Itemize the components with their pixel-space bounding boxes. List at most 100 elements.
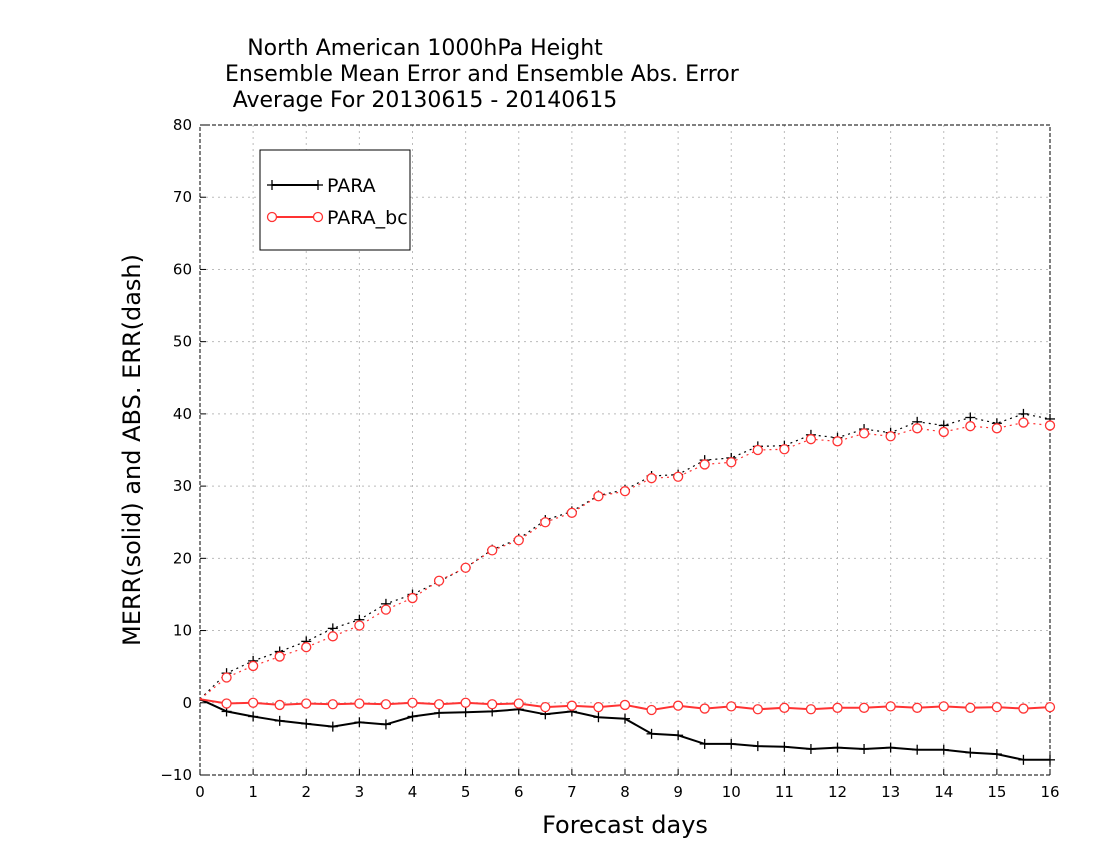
point-PARA_bc-abs-err-3 (274, 651, 285, 662)
point-PARA_bc-merr-8 (407, 697, 418, 708)
point-PARA_bc-abs-err-14 (566, 507, 578, 518)
point-PARA-merr-29 (965, 747, 976, 758)
point-PARA_bc-merr-12 (513, 698, 524, 709)
point-PARA_bc-abs-err-28 (938, 426, 949, 438)
point-PARA_bc-merr-6 (354, 698, 365, 709)
x-tick-label-13: 13 (881, 783, 900, 801)
point-PARA-merr-3 (274, 715, 285, 726)
point-PARA-merr-10 (460, 707, 471, 718)
line-PARA_bc-abs-err (199, 421, 1051, 700)
x-tick-label-9: 9 (673, 783, 683, 801)
legend-marker-right (313, 180, 323, 190)
point-PARA_bc-merr-29 (965, 702, 976, 713)
point-PARA_bc-merr-24 (832, 702, 843, 713)
point-PARA_bc-abs-err-21 (752, 444, 763, 456)
x-tick-label-14: 14 (934, 783, 953, 801)
chart-title-line-3: Average For 20130615 - 20140615 (232, 88, 618, 113)
x-tick-label-6: 6 (514, 783, 524, 801)
point-PARA-merr-18 (673, 730, 684, 741)
point-PARA-merr-20 (726, 738, 737, 749)
point-PARA_bc-abs-err-17 (646, 473, 657, 484)
point-PARA-merr-15 (593, 712, 604, 723)
point-PARA_bc-abs-err-5 (327, 631, 338, 642)
series-PARA (199, 408, 1055, 765)
point-PARA_bc-merr-20 (726, 701, 737, 712)
point-PARA_bc-merr-7 (380, 699, 392, 710)
chart-title-line-1: North American 1000hPa Height (247, 36, 603, 61)
point-PARA_bc-abs-err-30 (991, 423, 1003, 434)
point-PARA-merr-4 (301, 718, 312, 729)
point-PARA-merr-5 (327, 721, 338, 732)
legend-item-PARA_bc: PARA_bc (266, 207, 408, 229)
point-PARA_bc-abs-err-15 (593, 491, 604, 502)
point-PARA_bc-merr-1 (221, 698, 232, 709)
point-PARA_bc-merr-30 (991, 701, 1003, 713)
x-tick-label-2: 2 (301, 783, 311, 801)
point-PARA-merr-28 (938, 744, 949, 755)
point-PARA_bc-merr-4 (301, 698, 312, 709)
point-PARA-merr-30 (991, 749, 1002, 760)
point-PARA-merr-19 (699, 738, 710, 749)
point-PARA_bc-abs-err-9 (433, 575, 445, 586)
point-PARA-abs-err-31 (1018, 408, 1029, 419)
point-PARA-merr-24 (832, 742, 843, 753)
point-PARA_bc-merr-17 (646, 704, 657, 716)
y-tick-label-8: 70 (173, 188, 192, 206)
point-PARA_bc-abs-err-12 (513, 535, 524, 546)
y-tick-label-1: 0 (182, 694, 192, 712)
point-PARA_bc-abs-err-22 (779, 444, 790, 455)
series-layer (199, 408, 1056, 765)
point-PARA_bc-abs-err-7 (380, 604, 392, 615)
y-tick-label-0: −10 (160, 766, 192, 784)
point-PARA_bc-merr-26 (885, 701, 896, 712)
point-PARA_bc-abs-err-8 (407, 592, 418, 604)
x-tick-label-0: 0 (195, 783, 205, 801)
point-PARA_bc-merr-28 (938, 701, 949, 712)
point-PARA_bc-merr-16 (619, 699, 631, 711)
x-tick-label-3: 3 (355, 783, 365, 801)
point-PARA_bc-abs-err-31 (1018, 417, 1029, 428)
y-tick-label-3: 20 (173, 549, 192, 567)
point-PARA-merr-27 (912, 744, 923, 755)
point-PARA_bc-abs-err-4 (301, 642, 312, 653)
point-PARA_bc-merr-32 (1044, 701, 1056, 713)
point-PARA_bc-merr-23 (805, 704, 817, 715)
x-tick-label-4: 4 (408, 783, 418, 801)
y-tick-label-2: 10 (173, 622, 192, 640)
y-tick-label-4: 30 (173, 477, 192, 495)
legend-marker-right (312, 211, 324, 223)
point-PARA-merr-23 (805, 744, 816, 754)
point-PARA-merr-7 (380, 719, 391, 730)
point-PARA_bc-abs-err-18 (672, 471, 684, 482)
point-PARA-merr-9 (434, 707, 445, 718)
y-tick-label-7: 60 (173, 260, 192, 278)
point-PARA_bc-merr-22 (779, 702, 790, 713)
point-PARA-merr-16 (620, 713, 630, 724)
point-PARA_bc-abs-err-24 (832, 436, 843, 447)
point-PARA-merr-31 (1018, 754, 1029, 765)
point-PARA_bc-abs-err-6 (354, 620, 365, 631)
point-PARA-merr-21 (752, 741, 763, 752)
point-PARA_bc-merr-18 (672, 700, 684, 711)
legend-item-PARA: PARA (267, 175, 376, 197)
point-PARA_bc-merr-14 (566, 700, 578, 711)
legend-box (259, 149, 411, 251)
point-PARA-merr-32 (1045, 754, 1055, 765)
x-tick-label-11: 11 (775, 783, 794, 801)
point-PARA_bc-abs-err-32 (1044, 420, 1056, 431)
x-tick-label-1: 1 (248, 783, 258, 801)
y-axis-label: MERR(solid) and ABS. ERR(dash) (118, 254, 146, 646)
point-PARA_bc-abs-err-26 (885, 431, 896, 442)
legend-marker-left (266, 211, 278, 223)
point-PARA_bc-merr-21 (752, 704, 763, 715)
legend-marker-left (267, 180, 277, 190)
y-tick-label-9: 80 (173, 116, 192, 134)
point-PARA_bc-merr-11 (487, 699, 498, 710)
x-tick-label-15: 15 (987, 783, 1006, 801)
x-tick-label-7: 7 (567, 783, 577, 801)
x-tick-label-10: 10 (722, 783, 741, 801)
legend: PARA PARA_bc (259, 149, 411, 251)
point-PARA-merr-22 (779, 741, 790, 752)
series-PARA_bc (199, 417, 1056, 716)
